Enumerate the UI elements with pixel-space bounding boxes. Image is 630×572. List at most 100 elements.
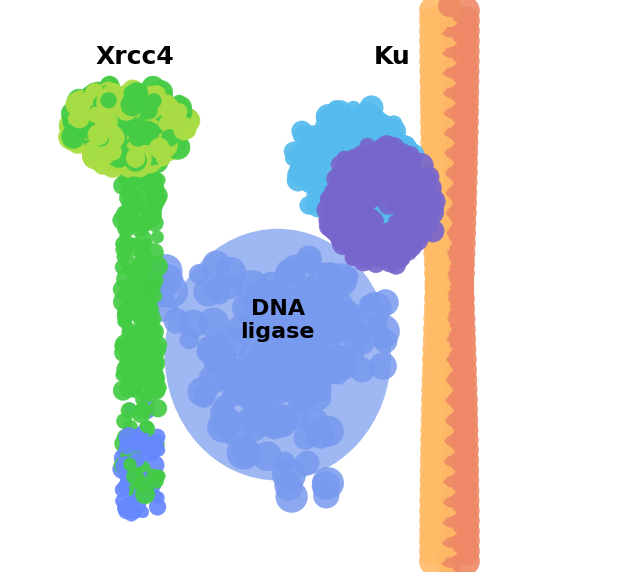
Circle shape — [349, 212, 369, 232]
Circle shape — [128, 457, 142, 471]
Circle shape — [152, 94, 169, 110]
Circle shape — [150, 372, 164, 387]
Circle shape — [351, 239, 373, 261]
Circle shape — [117, 219, 135, 237]
Circle shape — [118, 287, 134, 303]
Circle shape — [249, 344, 278, 372]
Circle shape — [363, 144, 379, 161]
Circle shape — [449, 178, 477, 206]
Circle shape — [244, 372, 275, 404]
Circle shape — [119, 356, 136, 374]
Circle shape — [80, 109, 98, 128]
Circle shape — [121, 94, 144, 116]
Circle shape — [83, 134, 107, 159]
Circle shape — [146, 332, 161, 347]
Circle shape — [87, 129, 110, 151]
Circle shape — [177, 109, 200, 132]
Circle shape — [150, 490, 161, 501]
Circle shape — [237, 356, 268, 387]
Circle shape — [151, 116, 168, 132]
Circle shape — [311, 347, 340, 376]
Circle shape — [125, 193, 143, 212]
Circle shape — [287, 164, 309, 186]
Circle shape — [155, 275, 188, 308]
Circle shape — [420, 177, 442, 198]
Circle shape — [386, 168, 403, 185]
Circle shape — [424, 305, 451, 332]
Circle shape — [113, 459, 132, 479]
Circle shape — [360, 197, 379, 216]
Circle shape — [147, 186, 168, 205]
Circle shape — [440, 525, 462, 547]
Circle shape — [95, 111, 118, 133]
Circle shape — [74, 130, 98, 153]
Circle shape — [93, 96, 108, 110]
Circle shape — [433, 454, 457, 477]
Circle shape — [365, 110, 389, 134]
Circle shape — [316, 144, 333, 161]
Circle shape — [449, 199, 476, 227]
Circle shape — [433, 443, 457, 467]
Circle shape — [403, 162, 420, 179]
Circle shape — [404, 203, 422, 222]
Circle shape — [134, 482, 154, 502]
Circle shape — [140, 420, 153, 433]
Circle shape — [140, 93, 160, 113]
Circle shape — [440, 55, 464, 78]
Circle shape — [100, 76, 119, 95]
Circle shape — [372, 185, 391, 204]
Circle shape — [272, 419, 289, 436]
Circle shape — [308, 154, 329, 175]
Circle shape — [118, 479, 134, 495]
Circle shape — [433, 105, 457, 129]
Circle shape — [444, 403, 468, 427]
Circle shape — [326, 169, 347, 189]
Circle shape — [173, 99, 190, 116]
Circle shape — [59, 113, 84, 138]
Circle shape — [123, 287, 137, 300]
Circle shape — [149, 147, 169, 167]
Circle shape — [424, 295, 451, 322]
Circle shape — [136, 108, 159, 130]
Circle shape — [337, 169, 355, 187]
Circle shape — [243, 352, 264, 374]
Circle shape — [106, 108, 122, 123]
Circle shape — [238, 344, 269, 375]
Circle shape — [420, 77, 449, 106]
Circle shape — [124, 488, 139, 503]
Circle shape — [416, 197, 436, 216]
Circle shape — [163, 129, 187, 154]
Circle shape — [326, 204, 341, 218]
Circle shape — [372, 114, 393, 135]
Circle shape — [396, 139, 418, 161]
Circle shape — [122, 147, 137, 161]
Circle shape — [381, 202, 396, 216]
Circle shape — [123, 499, 141, 517]
Circle shape — [445, 372, 470, 397]
Circle shape — [319, 122, 343, 147]
Circle shape — [358, 107, 379, 127]
Circle shape — [139, 318, 154, 332]
Circle shape — [115, 260, 130, 275]
Circle shape — [324, 183, 343, 201]
Circle shape — [386, 255, 406, 275]
Circle shape — [123, 469, 137, 483]
Circle shape — [447, 275, 474, 302]
Circle shape — [381, 224, 403, 247]
Circle shape — [450, 67, 479, 96]
Circle shape — [275, 472, 302, 500]
Circle shape — [340, 267, 358, 285]
Circle shape — [71, 114, 94, 138]
Circle shape — [272, 348, 299, 375]
Circle shape — [383, 157, 399, 173]
Circle shape — [86, 83, 104, 102]
Circle shape — [421, 220, 444, 242]
Circle shape — [122, 322, 135, 336]
Circle shape — [447, 255, 473, 281]
Circle shape — [214, 358, 247, 391]
Circle shape — [425, 265, 452, 292]
Circle shape — [445, 351, 471, 377]
Circle shape — [345, 125, 365, 146]
Circle shape — [325, 221, 345, 241]
Circle shape — [387, 135, 401, 149]
